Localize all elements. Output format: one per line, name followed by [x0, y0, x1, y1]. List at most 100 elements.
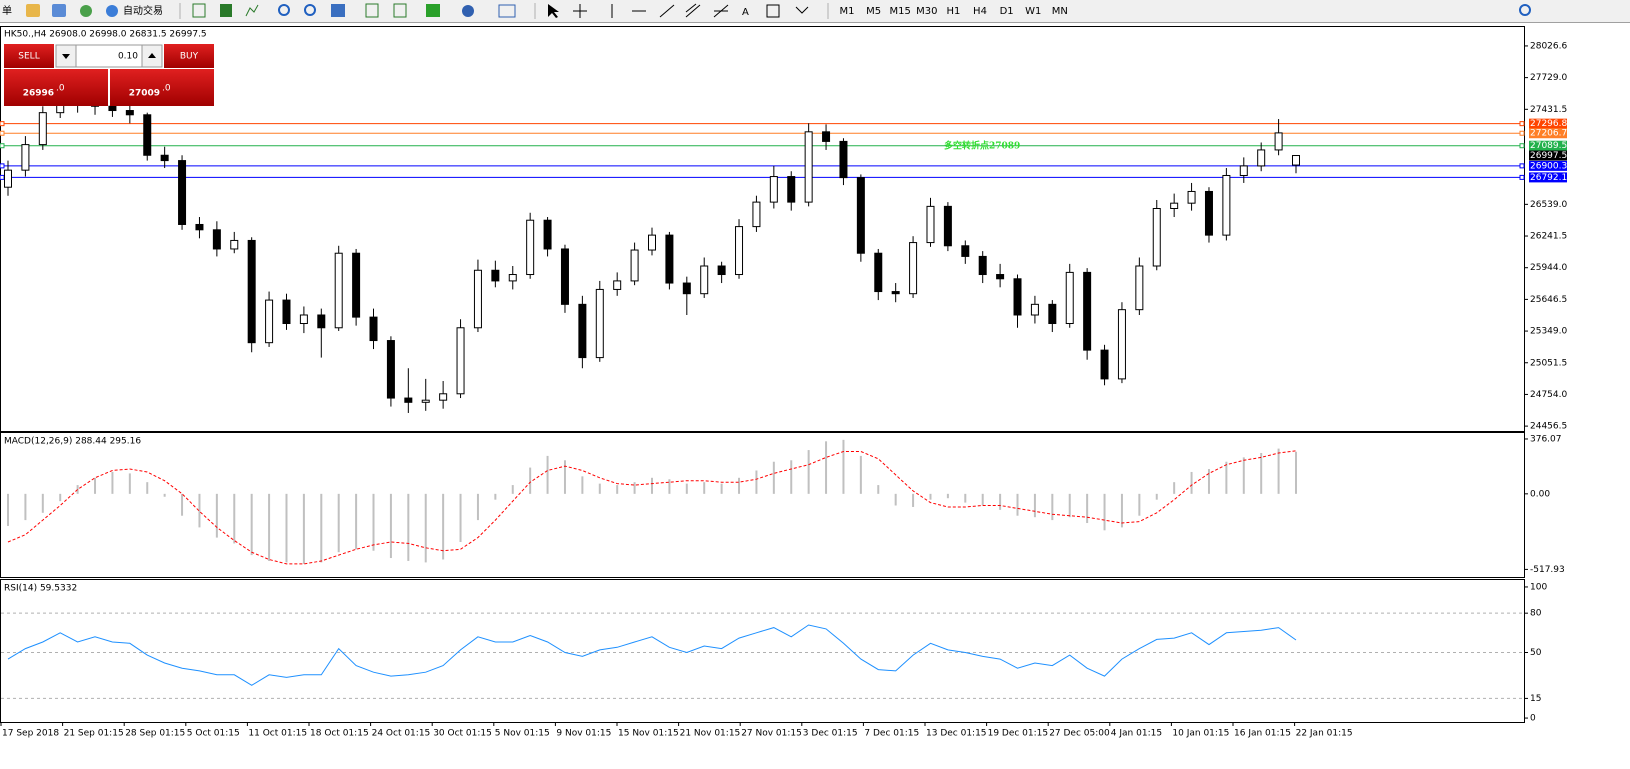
buy-price-frac[interactable]: .0 [162, 84, 171, 94]
y-tick-label: 24456.5 [1530, 422, 1567, 432]
menu-char[interactable]: 单 [2, 5, 12, 17]
icon-text[interactable]: A [742, 7, 749, 18]
level-label-bg [1529, 172, 1567, 183]
y-tick-label: 50 [1530, 648, 1542, 658]
y-tick-label: 25051.5 [1530, 358, 1567, 368]
candle-body [143, 114, 152, 156]
macd-bar [529, 467, 532, 494]
macd-bar [459, 493, 462, 542]
candle-body [1048, 303, 1057, 325]
level-end-marker [1519, 143, 1525, 149]
icon-bars[interactable] [192, 3, 206, 18]
candle-body [665, 234, 674, 284]
sell-label[interactable]: SELL [18, 52, 39, 62]
timeframe-button[interactable]: MN [1052, 6, 1068, 17]
one-click-panel: SELL 0.10 BUY 26996 .0 27009 .0 [4, 44, 214, 106]
candle-body [717, 265, 726, 276]
candle-body [1152, 208, 1161, 267]
macd-signal-line [7, 450, 1297, 565]
icon-auto[interactable] [106, 5, 118, 17]
x-tick-label: 21 Sep 01:15 [64, 729, 124, 739]
icon-zoom-in[interactable] [278, 4, 290, 16]
sell-price-box[interactable] [4, 69, 108, 106]
candle-body [1187, 190, 1196, 204]
icon-chart[interactable] [52, 4, 66, 17]
sell-price-frac[interactable]: .0 [56, 84, 65, 94]
icon-trendline[interactable] [659, 4, 675, 18]
icon-autoscroll[interactable] [393, 3, 407, 18]
icon-tile[interactable] [331, 4, 345, 17]
icon-globe[interactable] [80, 5, 92, 17]
timeframe-button[interactable]: H1 [946, 6, 960, 17]
candle-body [682, 282, 691, 295]
candle-body [299, 314, 308, 325]
candle-body [630, 249, 639, 282]
macd-bar [111, 471, 114, 494]
icon-cursor[interactable] [548, 4, 559, 18]
level-label: 27206.7 [1530, 129, 1567, 139]
timeframe-button[interactable]: H4 [973, 6, 987, 17]
level-end-marker [0, 121, 5, 127]
rsi-frame [0, 579, 1525, 723]
icon-periods[interactable] [462, 5, 474, 17]
timeframe-button[interactable]: M5 [866, 6, 881, 17]
candle-body [578, 303, 587, 359]
icon-crosshair[interactable] [573, 4, 587, 18]
macd-bar [1086, 493, 1089, 524]
macd-bar [790, 460, 793, 494]
macd-bar [964, 493, 967, 503]
buy-price-box[interactable] [110, 69, 214, 106]
x-tick-label: 10 Jan 01:15 [1172, 729, 1229, 739]
candle-body [1117, 309, 1126, 380]
candle-body [317, 314, 326, 329]
timeframe-button[interactable]: M30 [916, 6, 937, 17]
icon-fibo[interactable] [713, 4, 729, 18]
icon-channel[interactable] [685, 3, 701, 18]
level-end-marker [0, 130, 5, 136]
y-tick-label: 27729.0 [1530, 73, 1567, 83]
icon-folder[interactable] [26, 4, 40, 17]
timeframe-button[interactable]: D1 [1000, 6, 1014, 17]
macd-bar [668, 479, 671, 494]
level-end-marker [1519, 163, 1525, 169]
buy-label[interactable]: BUY [180, 52, 199, 62]
macd-bar [407, 493, 410, 561]
macd-bar [1277, 448, 1280, 494]
macd-bar [337, 493, 340, 553]
plot-layer: 28026.6 27729.0 27431.5 26539.0 26241.5 25944… [0, 41, 1567, 739]
icon-indicators[interactable] [426, 4, 440, 17]
x-tick-label: 11 Oct 01:15 [248, 729, 307, 739]
y-tick-label: 25944.0 [1530, 263, 1567, 273]
timeframe-button[interactable]: M1 [840, 6, 855, 17]
icon-shift[interactable] [365, 3, 379, 18]
buy-button[interactable] [164, 44, 214, 68]
timeframe-button[interactable]: M15 [890, 6, 911, 17]
auto-trade-button[interactable]: 自动交易 [123, 4, 163, 17]
macd-bar [1051, 493, 1054, 521]
sell-price-main[interactable]: 26996 [23, 89, 54, 99]
macd-bar [442, 493, 445, 560]
icon-arrows[interactable] [795, 6, 809, 14]
macd-bar [546, 455, 549, 494]
macd-bar [146, 482, 149, 494]
x-tick-label: 16 Jan 01:15 [1234, 729, 1291, 739]
icon-label[interactable] [766, 4, 780, 18]
icon-templates[interactable] [498, 4, 516, 18]
icon-candles[interactable] [220, 4, 232, 17]
icon-zoom-out[interactable] [304, 4, 316, 16]
y-tick-label: 25349.0 [1530, 327, 1567, 337]
timeframe-button[interactable]: W1 [1025, 6, 1041, 17]
candle-body [700, 265, 709, 295]
buy-price-main[interactable]: 27009 [129, 89, 160, 99]
candle-body [752, 201, 761, 228]
macd-bar [181, 493, 184, 516]
candle-body [787, 176, 796, 203]
y-tick-label: 0 [1530, 714, 1536, 724]
lot-value[interactable]: 0.10 [118, 52, 138, 62]
x-tick-label: 17 Sep 2018 [2, 729, 59, 739]
candle-body [421, 399, 430, 403]
candle-body [839, 140, 848, 179]
icon-search[interactable] [1519, 4, 1531, 16]
sell-button[interactable] [4, 44, 54, 68]
icon-line[interactable] [245, 4, 259, 17]
